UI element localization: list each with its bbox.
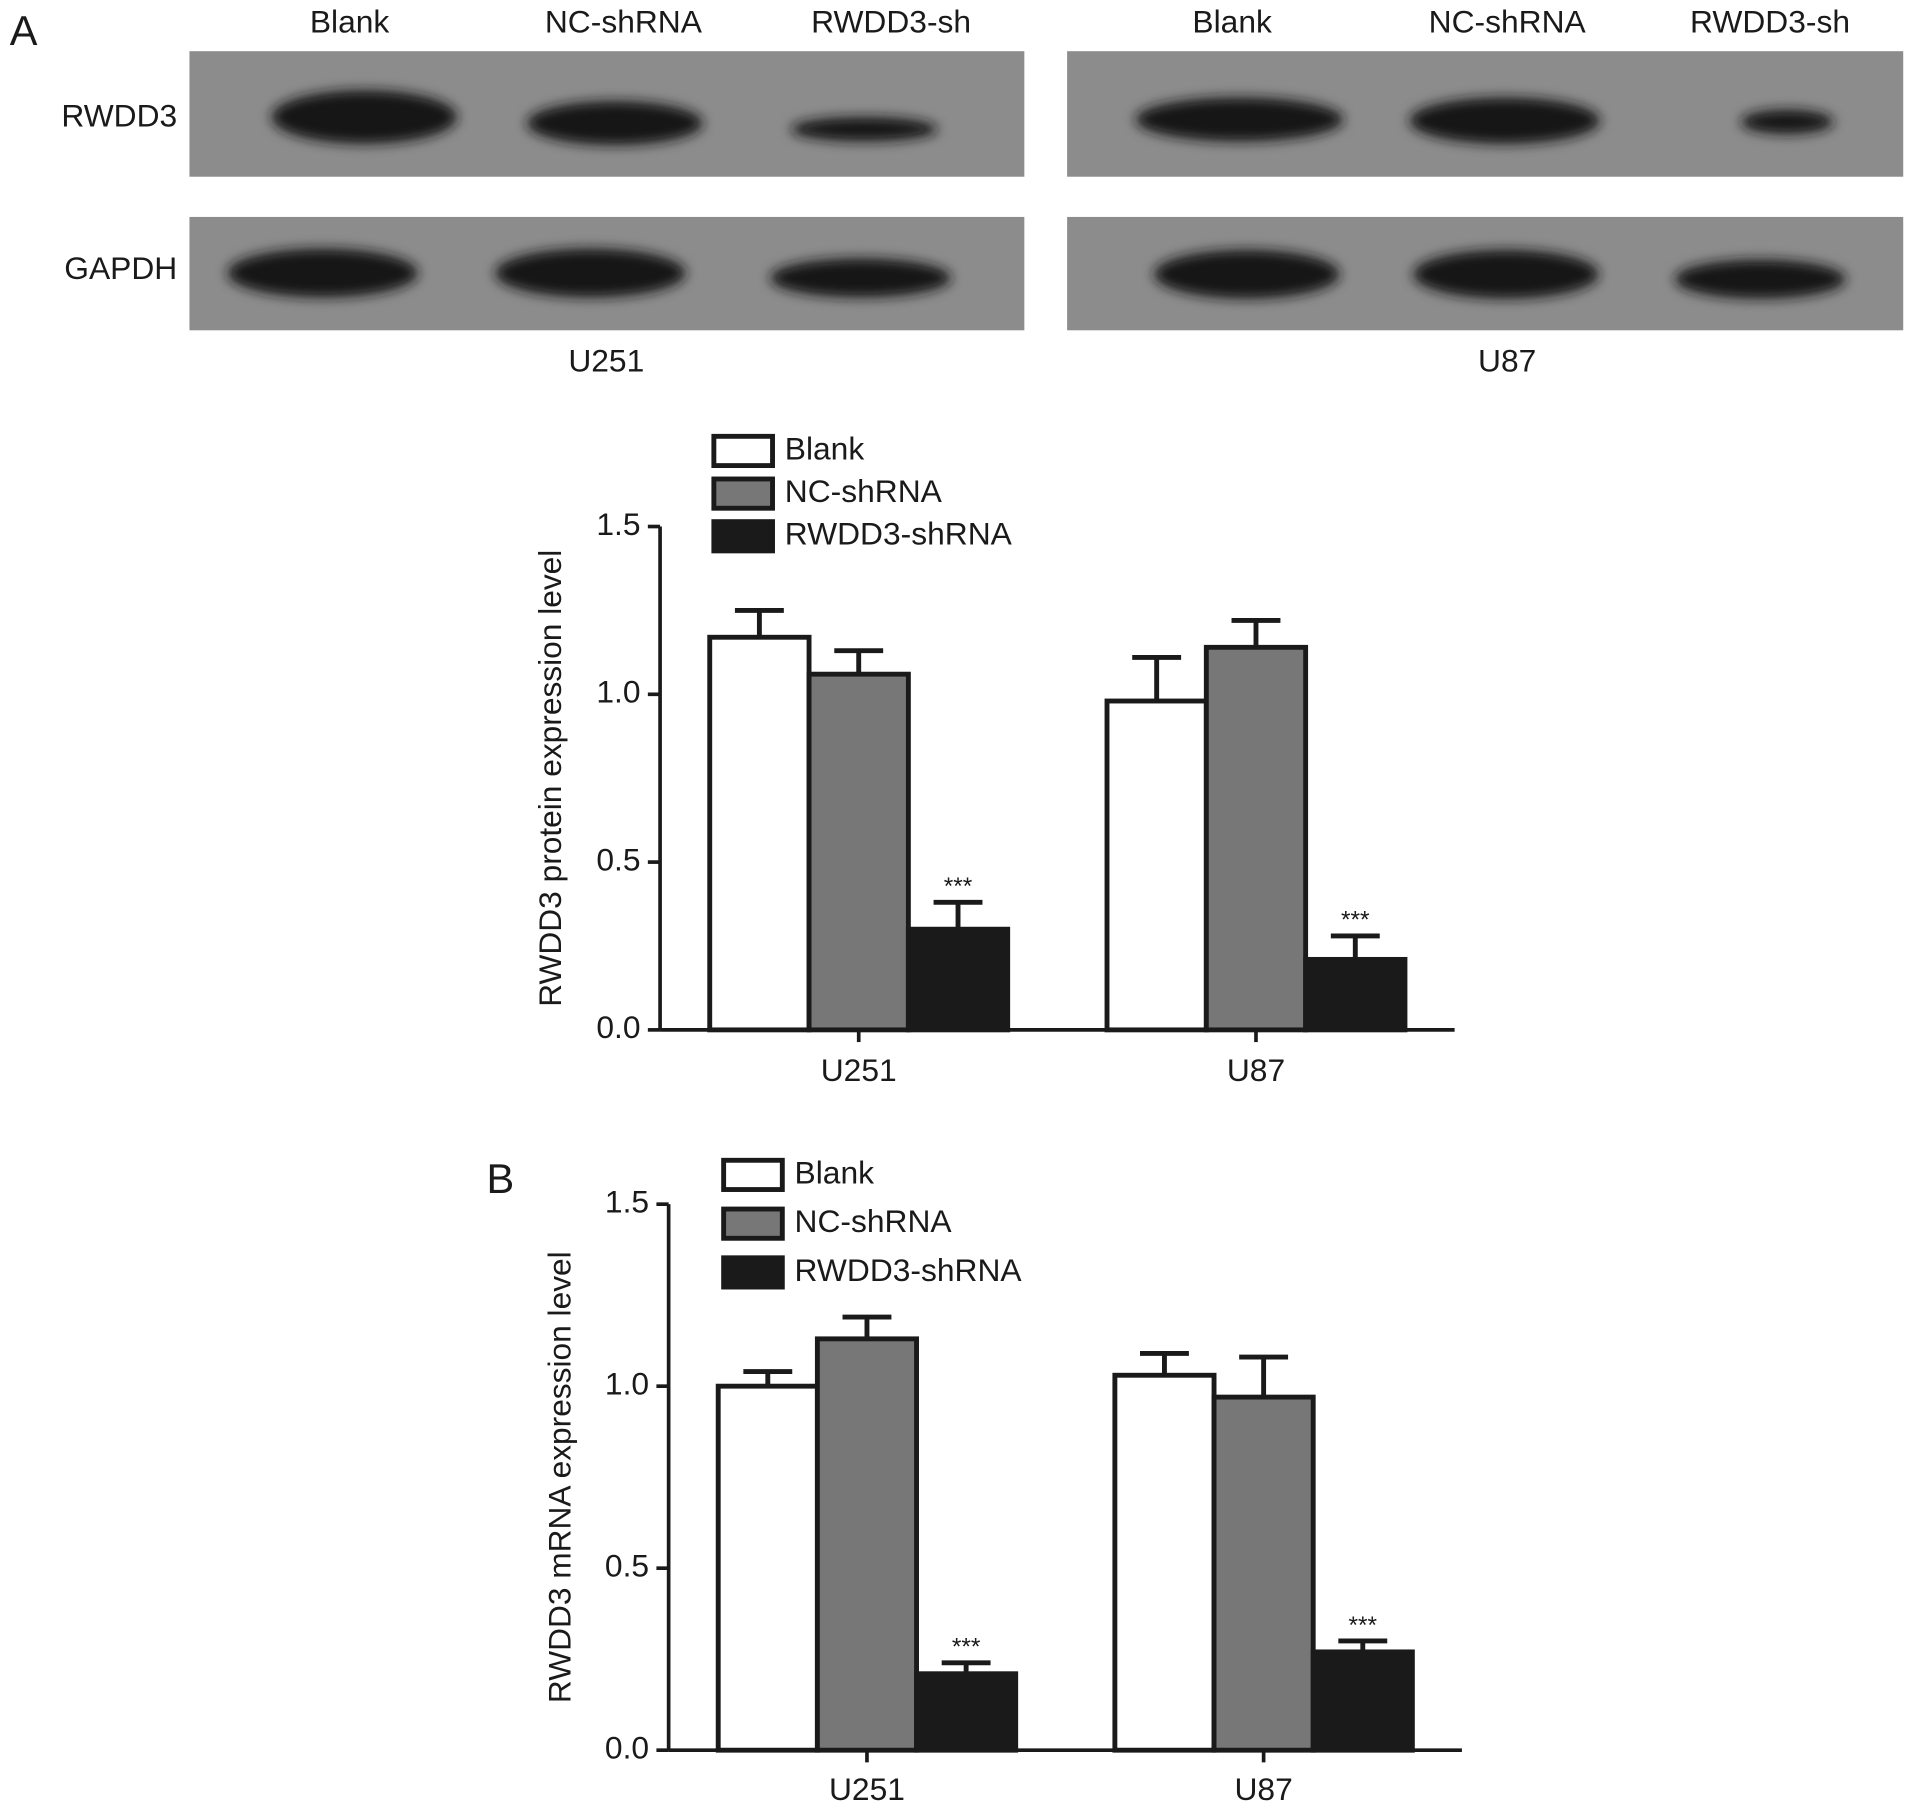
band: [526, 101, 703, 146]
legend-label: NC-shRNA: [785, 473, 943, 509]
y-tick-label: 1.0: [596, 674, 640, 710]
legend-swatch: [711, 476, 775, 511]
error-bar: [842, 1314, 892, 1339]
error-bar: [1330, 933, 1380, 960]
significance: ***: [1341, 907, 1370, 934]
y-tick-label: 0.0: [605, 1730, 649, 1766]
error-bar: [1132, 654, 1182, 702]
bar: [1303, 956, 1408, 1033]
x-tick-label: U87: [1234, 1771, 1292, 1807]
blot-images: [189, 51, 1904, 331]
y-axis-label: RWDD3 protein expression level: [532, 550, 568, 1007]
bar: [914, 1671, 1019, 1753]
y-tick-label: 1.5: [596, 506, 640, 542]
legend-label: NC-shRNA: [795, 1203, 953, 1239]
y-tick-label: 1.0: [605, 1366, 649, 1402]
lane-label: RWDD3-sh: [811, 4, 971, 40]
y-tick-label: 1.5: [605, 1184, 649, 1220]
bar: [814, 1336, 919, 1753]
row-label: GAPDH: [64, 250, 177, 286]
bar: [1310, 1649, 1415, 1753]
band: [770, 258, 951, 298]
panel-label: A: [10, 7, 38, 54]
error-bar: [1231, 618, 1281, 648]
lane-label: NC-shRNA: [1429, 4, 1587, 40]
error-bar: [933, 899, 983, 930]
legend-label: Blank: [785, 430, 865, 466]
error-bar: [941, 1660, 991, 1674]
lane-label: Blank: [310, 4, 390, 40]
x-tick-label: U251: [821, 1052, 897, 1088]
legend-label: Blank: [795, 1154, 875, 1190]
band: [495, 248, 686, 298]
y-tick-label: 0.0: [596, 1009, 640, 1045]
significance: ***: [1349, 1612, 1378, 1639]
bar: [1112, 1372, 1217, 1753]
band: [1740, 109, 1834, 135]
band: [227, 248, 419, 298]
bar: [905, 926, 1011, 1033]
legend-swatch: [721, 1157, 785, 1192]
legend-label: RWDD3-shRNA: [785, 516, 1013, 552]
panel-label: B: [487, 1155, 515, 1202]
bar: [806, 671, 911, 1033]
bar: [1104, 698, 1209, 1033]
lane-label: NC-shRNA: [545, 4, 703, 40]
legend-swatch: [721, 1206, 785, 1241]
band: [1674, 259, 1846, 299]
lane-label: Blank: [1192, 4, 1272, 40]
x-tick-label: U87: [1227, 1052, 1285, 1088]
significance: ***: [944, 873, 973, 900]
cell-line-label: U251: [568, 343, 644, 379]
legend-swatch: [711, 519, 775, 554]
band: [1135, 97, 1344, 142]
x-tick-label: U251: [829, 1771, 905, 1807]
legend-swatch: [721, 1255, 785, 1290]
error-bar: [1338, 1638, 1388, 1652]
band: [1153, 249, 1340, 299]
lane-label: RWDD3-sh: [1690, 4, 1850, 40]
legend-label: RWDD3-shRNA: [795, 1252, 1023, 1288]
bar: [707, 634, 812, 1033]
error-bar: [743, 1369, 793, 1387]
bar: [1211, 1394, 1316, 1753]
band: [271, 90, 458, 144]
bar: [715, 1383, 820, 1753]
bar: [1203, 644, 1309, 1033]
y-axis-label: RWDD3 mRNA expression level: [542, 1251, 578, 1703]
legend-swatch: [711, 433, 775, 469]
y-tick-label: 0.5: [605, 1548, 649, 1584]
error-bar: [1239, 1354, 1289, 1398]
significance: ***: [952, 1634, 981, 1661]
band: [1409, 97, 1601, 144]
band: [1413, 249, 1599, 299]
band: [790, 117, 938, 142]
y-tick-label: 0.5: [596, 841, 640, 877]
error-bar: [834, 648, 884, 675]
row-label: RWDD3: [61, 98, 177, 134]
error-bar: [1140, 1350, 1189, 1376]
cell-line-label: U87: [1478, 343, 1536, 379]
error-bar: [734, 607, 784, 638]
